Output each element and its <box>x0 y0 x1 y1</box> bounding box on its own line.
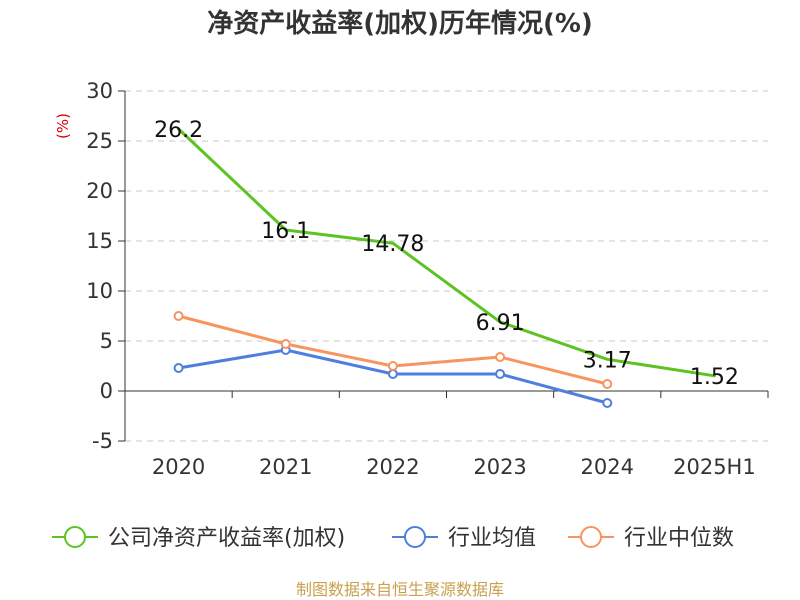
data-point <box>602 398 613 408</box>
legend-label: 行业中位数 <box>624 526 734 551</box>
legend-swatch-marker <box>404 526 426 548</box>
data-label: 3.17 <box>583 348 632 373</box>
legend-label: 行业均值 <box>448 526 536 551</box>
source-note: 制图数据来自恒生聚源数据库 <box>296 580 504 599</box>
axes: 30 25 20 15 10 5 0 -5 2020 2021 2022 2023 2024 2025H1 <box>86 79 769 479</box>
data-label: 1.52 <box>690 365 739 390</box>
y-tick-label: 5 <box>100 329 113 353</box>
data-point <box>173 363 184 373</box>
x-tick-label: 2023 <box>473 455 526 479</box>
data-label: 6.91 <box>476 311 525 336</box>
y-tick-label: 30 <box>86 79 113 103</box>
legend-swatch-marker <box>64 526 86 548</box>
y-tick-label: -5 <box>92 429 113 453</box>
x-tick-label: 2022 <box>366 455 419 479</box>
series-lines <box>173 127 716 408</box>
gridlines <box>125 90 768 442</box>
x-tick-label: 2020 <box>152 455 205 479</box>
y-tick-label: 0 <box>100 379 113 403</box>
data-point <box>280 339 291 349</box>
series-line <box>177 127 716 378</box>
data-label: 14.78 <box>361 232 424 257</box>
data-point <box>173 311 184 321</box>
data-point <box>387 361 398 371</box>
x-tick-label: 2025H1 <box>673 455 756 479</box>
legend-swatch-marker <box>580 526 602 548</box>
chart-title: 净资产收益率(加权)历年情况(%) <box>207 8 593 39</box>
data-label: 26.2 <box>154 118 203 143</box>
data-point <box>495 369 506 379</box>
y-tick-label: 10 <box>86 279 113 303</box>
y-axis-unit-label: (%) <box>54 113 72 139</box>
y-tick-label: 15 <box>86 229 113 253</box>
data-label: 16.1 <box>261 219 310 244</box>
legend: 公司净资产收益率(加权) 行业均值 行业中位数 <box>52 526 734 551</box>
legend-label: 公司净资产收益率(加权) <box>108 526 345 551</box>
x-tick-label: 2021 <box>259 455 312 479</box>
data-point <box>387 369 398 379</box>
y-tick-label: 25 <box>86 129 113 153</box>
y-tick-label: 20 <box>86 179 113 203</box>
data-point <box>602 379 613 389</box>
data-point <box>495 352 506 362</box>
data-labels: 26.2 16.1 14.78 6.91 3.17 1.52 <box>154 118 739 390</box>
x-tick-label: 2024 <box>581 455 634 479</box>
